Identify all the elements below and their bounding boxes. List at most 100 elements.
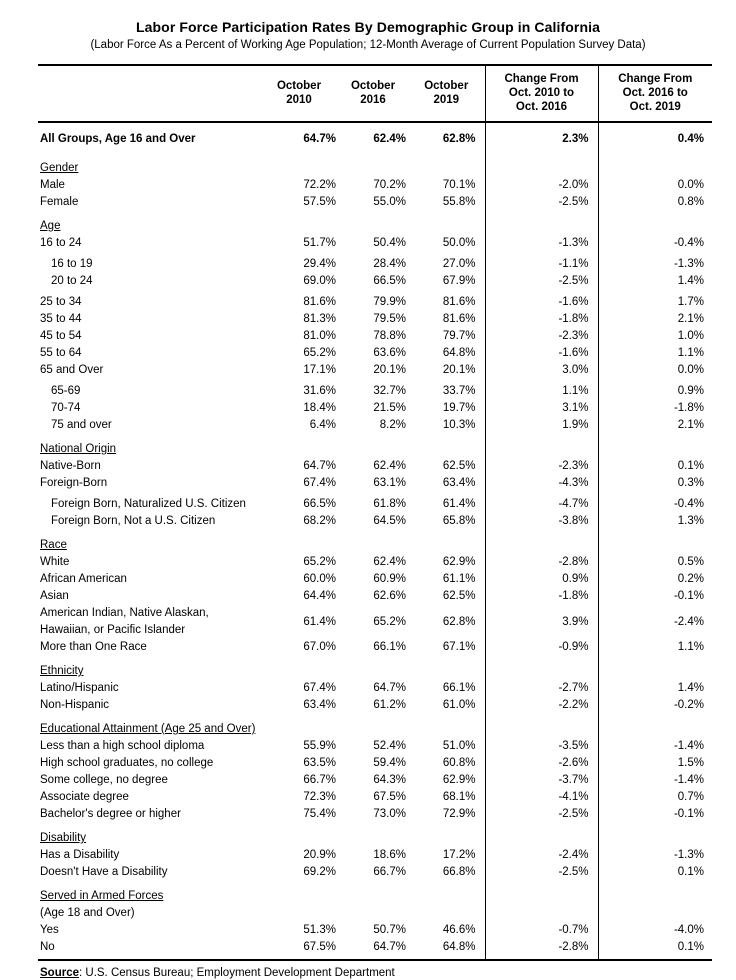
- cell-change-2016-2019: 0.0%: [597, 177, 712, 194]
- cell-change-2010-2016: [484, 881, 598, 922]
- section-heading: Educational Attainment (Age 25 and Over): [40, 723, 256, 735]
- row-label: 45 to 54: [40, 330, 82, 342]
- cell-oct-2010: 81.3%: [303, 313, 336, 325]
- row-label: Male: [40, 179, 65, 191]
- cell-oct-2010: 65.2%: [303, 347, 336, 359]
- cell-oct-2019: 60.8%: [442, 757, 476, 769]
- cell-oct-2010: 63.4%: [303, 699, 336, 711]
- cell-change-2016-2019: [597, 434, 712, 458]
- cell-oct-2016: 66.1%: [373, 641, 406, 653]
- column-header-change-2010-2016: Change From Oct. 2010 to Oct. 2016: [484, 64, 598, 123]
- cell-oct-2019: 61.1%: [442, 573, 476, 585]
- cell-oct-2016: 62.4%: [373, 133, 406, 145]
- row-label: Latino/Hispanic: [40, 682, 119, 694]
- cell-change-2016-2019: -0.2%: [597, 697, 712, 714]
- cell-change-2016-2019: 1.4%: [597, 680, 712, 697]
- cell-oct-2010: 51.3%: [303, 924, 336, 936]
- cell-change-2010-2016: 2.3%: [484, 122, 598, 153]
- table-row: Has a Disability 20.9% 18.6% 17.2% -2.4% -1.3…: [38, 847, 712, 864]
- cell-oct-2019: 46.6%: [442, 924, 476, 936]
- table-row: 75 and over 6.4% 8.2% 10.3% 1.9% 2.1%: [38, 417, 712, 434]
- column-header-change-2016-2019: Change From Oct. 2016 to Oct. 2019: [597, 64, 712, 123]
- cell-oct-2016: 52.4%: [373, 740, 406, 752]
- cell-oct-2016: 64.7%: [373, 682, 406, 694]
- cell-oct-2019: 61.0%: [442, 699, 476, 711]
- column-header-oct-2010: October 2010: [260, 64, 338, 123]
- cell-oct-2010: 67.4%: [303, 682, 336, 694]
- cell-oct-2010: [260, 211, 338, 235]
- cell-oct-2019: [408, 656, 485, 680]
- cell-oct-2016: 79.9%: [373, 296, 406, 308]
- cell-oct-2016: 59.4%: [373, 757, 406, 769]
- cell-oct-2019: 67.9%: [442, 275, 476, 287]
- cell-oct-2010: 81.0%: [303, 330, 336, 342]
- section-heading-row: Age: [38, 211, 712, 235]
- row-label: Non-Hispanic: [40, 699, 110, 711]
- cell-change-2010-2016: -0.7%: [484, 922, 598, 939]
- cell-oct-2019: 27.0%: [442, 258, 476, 270]
- cell-oct-2019: 10.3%: [442, 419, 476, 431]
- row-label: All Groups, Age 16 and Over: [40, 133, 196, 145]
- cell-change-2016-2019: 1.1%: [597, 639, 712, 656]
- source-text: : U.S. Census Bureau; Employment Develop…: [79, 967, 395, 979]
- row-label: Race: [38, 530, 260, 554]
- cell-oct-2016: 55.0%: [373, 196, 406, 208]
- cell-oct-2010: 17.1%: [303, 364, 336, 376]
- page-title: Labor Force Participation Rates By Demog…: [135, 19, 600, 35]
- cell-oct-2010: 66.7%: [303, 774, 336, 786]
- column-header-oct-2016: October 2016: [338, 64, 408, 123]
- cell-oct-2016: [338, 881, 408, 922]
- cell-change-2010-2016: -1.8%: [484, 311, 598, 328]
- row-label: 70-74: [51, 402, 81, 414]
- cell-oct-2016: 50.4%: [373, 237, 406, 249]
- row-label: 25 to 34: [40, 296, 82, 308]
- row-label: Age: [38, 211, 260, 235]
- cell-oct-2010: 75.4%: [303, 808, 336, 820]
- cell-oct-2019: [408, 714, 485, 738]
- cell-oct-2019: 67.1%: [442, 641, 476, 653]
- cell-oct-2016: 67.5%: [373, 791, 406, 803]
- cell-oct-2010: [260, 881, 338, 922]
- cell-change-2010-2016: 3.0%: [484, 362, 598, 379]
- cell-change-2010-2016: -0.9%: [484, 639, 598, 656]
- row-label: Disability: [38, 823, 260, 847]
- source-label: Source: [40, 967, 79, 979]
- table-row: White 65.2% 62.4% 62.9% -2.8% 0.5%: [38, 554, 712, 571]
- cell-oct-2010: 67.0%: [303, 641, 336, 653]
- cell-oct-2016: 62.4%: [373, 460, 406, 472]
- cell-change-2010-2016: 0.9%: [484, 571, 598, 588]
- cell-change-2016-2019: 0.9%: [597, 379, 712, 400]
- section-heading: Disability: [40, 832, 87, 844]
- table-row: High school graduates, no college 63.5% 59…: [38, 755, 712, 772]
- cell-change-2016-2019: -1.3%: [597, 847, 712, 864]
- cell-oct-2019: 72.9%: [442, 808, 476, 820]
- cell-change-2010-2016: -1.3%: [484, 235, 598, 252]
- cell-oct-2010: 64.7%: [303, 133, 336, 145]
- cell-oct-2010: 18.4%: [303, 402, 336, 414]
- cell-oct-2010: 57.5%: [303, 196, 336, 208]
- row-label: Some college, no degree: [40, 774, 168, 786]
- cell-oct-2016: 64.3%: [373, 774, 406, 786]
- cell-oct-2010: 31.6%: [303, 385, 336, 397]
- cell-oct-2019: 64.8%: [408, 939, 485, 961]
- row-label: Ethnicity: [38, 656, 260, 680]
- row-label: 16 to 19: [51, 258, 93, 270]
- cell-change-2016-2019: 0.2%: [597, 571, 712, 588]
- cell-oct-2019: 64.8%: [442, 347, 476, 359]
- cell-oct-2010: [260, 153, 338, 177]
- section-heading-row: National Origin: [38, 434, 712, 458]
- cell-oct-2016: 50.7%: [373, 924, 406, 936]
- cell-change-2016-2019: 0.3%: [597, 475, 712, 492]
- cell-oct-2016: 63.6%: [373, 347, 406, 359]
- table-row: 70-74 18.4% 21.5% 19.7% 3.1% -1.8%: [38, 400, 712, 417]
- cell-oct-2016: 79.5%: [373, 313, 406, 325]
- cell-oct-2019: [408, 153, 485, 177]
- table-row: Latino/Hispanic 67.4% 64.7% 66.1% -2.7% 1.4%: [38, 680, 712, 697]
- row-label: 20 to 24: [51, 275, 93, 287]
- cell-change-2010-2016: -2.4%: [484, 847, 598, 864]
- table-row: No 67.5% 64.7% 64.8% -2.8% 0.1%: [38, 939, 712, 961]
- cell-oct-2016: 61.8%: [373, 498, 406, 510]
- cell-oct-2010: [260, 434, 338, 458]
- row-label: High school graduates, no college: [40, 757, 214, 769]
- cell-oct-2019: 62.9%: [442, 556, 476, 568]
